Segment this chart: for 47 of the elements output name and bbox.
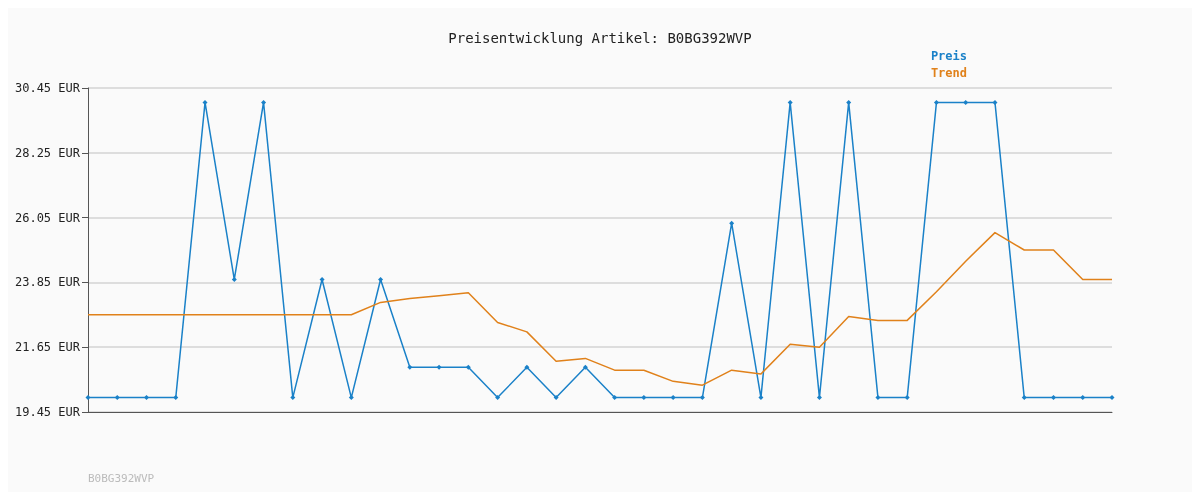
point [378,276,384,282]
point [114,395,120,401]
point [699,395,705,401]
point [495,395,501,401]
text: B0BG392WVP [88,472,155,485]
y-tick-label: 26.05 EUR [14,210,81,225]
text: Preis [930,49,967,63]
point [319,276,325,282]
point [582,364,588,370]
point [290,395,296,401]
point [1109,395,1115,401]
point [348,395,354,401]
text: Trend [930,66,967,80]
point [758,395,764,401]
point [173,395,179,401]
point [553,395,559,401]
point [1080,395,1086,401]
point [1050,395,1056,401]
point [1021,395,1027,401]
y-tick-label: 30.45 EUR [14,81,81,95]
point [524,364,530,370]
chart-title: Preisentwicklung Artikel: B0BG392WVP [448,30,752,46]
point [933,99,939,105]
y-tick-label: 23.85 EUR [14,275,81,290]
point [436,364,442,370]
point [875,395,881,401]
point [904,395,910,401]
point [407,364,413,370]
y-tick-label: 21.65 EUR [14,340,81,355]
point [816,395,822,401]
y-tick-label: 28.25 EUR [14,145,81,160]
point [729,220,735,226]
point [261,99,267,105]
y-tick-label: 19.45 EUR [14,405,81,419]
point [787,99,793,105]
point [85,395,91,401]
point [465,364,471,370]
point [641,395,647,401]
point [612,395,618,401]
point [202,99,208,105]
point [846,99,852,105]
point [963,99,969,105]
line-series [87,231,1113,386]
point [992,99,998,105]
point [670,395,676,401]
point [231,276,237,282]
point [144,395,150,401]
